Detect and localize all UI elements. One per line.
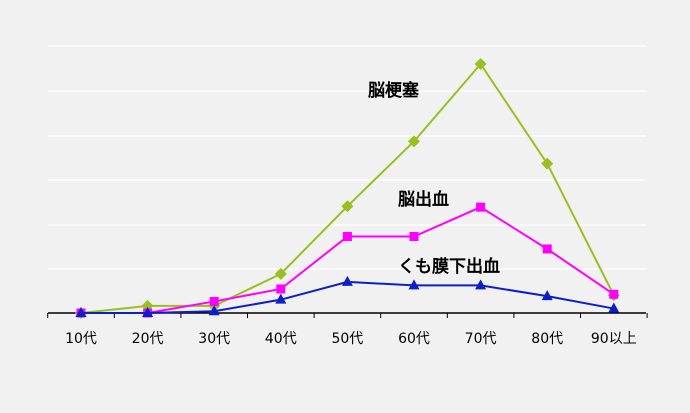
data-point: [274, 267, 287, 280]
gridlines: [48, 45, 646, 270]
x-tick-label: 80代: [531, 331, 563, 347]
data-point: [342, 232, 352, 242]
x-tick-label: 50代: [331, 331, 363, 347]
x-tick-label: 60代: [398, 331, 430, 347]
data-point: [542, 244, 552, 254]
data-point: [475, 279, 487, 290]
series: [75, 58, 620, 319]
data-point: [276, 284, 286, 294]
series-line-0: [80, 62, 615, 314]
data-point: [208, 305, 220, 316]
data-point: [476, 202, 486, 212]
x-tick-label: 40代: [265, 331, 297, 347]
x-tick-label: 10代: [65, 331, 97, 347]
data-point: [341, 200, 354, 213]
data-point: [608, 302, 620, 313]
data-point: [609, 289, 619, 299]
series-label-2: くも膜下出血: [398, 256, 500, 277]
data-point: [142, 307, 154, 317]
data-point: [474, 58, 487, 70]
data-point: [75, 307, 87, 317]
series-line-2: [81, 280, 614, 314]
data-point: [541, 157, 554, 170]
x-tick-label: 90以上: [591, 331, 637, 347]
series-label-1: 脳出血: [398, 189, 449, 210]
axes: 10代 20代 30代 40代 50代 60代 70代 80代 90以上: [47, 312, 648, 347]
series-label-0: 脳梗塞: [368, 80, 420, 101]
data-point: [341, 275, 353, 286]
series-line-1: [81, 206, 615, 314]
data-point: [408, 279, 420, 290]
data-point: [409, 232, 419, 242]
data-point: [275, 293, 287, 304]
data-point: [209, 296, 219, 306]
x-tick-label: 20代: [132, 331, 164, 347]
data-point: [408, 135, 420, 148]
x-tick-label: 70代: [465, 331, 497, 347]
x-tick-label: 30代: [198, 331, 230, 347]
data-point: [541, 290, 553, 301]
